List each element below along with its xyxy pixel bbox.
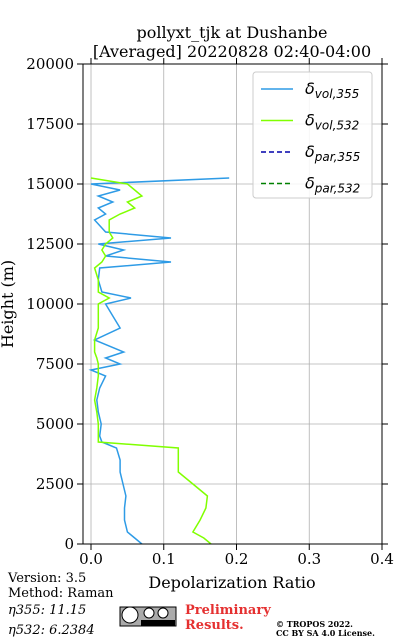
legend-label: δpar,532 (305, 174, 360, 196)
y-tick-label: 2500 (36, 475, 74, 493)
x-tick-label: 0.0 (79, 550, 103, 568)
x-tick-label: 0.4 (370, 550, 394, 568)
method: Method: Raman (8, 586, 114, 601)
plot-frame (82, 63, 383, 545)
y-tick-label: 5000 (36, 415, 74, 433)
y-tick-label: 12500 (26, 235, 74, 253)
copyright: © TROPOS 2022. (276, 619, 353, 629)
y-tick-label: 0 (64, 535, 74, 553)
x-tick-label: 0.2 (225, 550, 249, 568)
x-axis-label: Depolarization Ratio (148, 573, 315, 592)
x-tick-label: 0.3 (297, 550, 321, 568)
y-tick-label: 10000 (26, 295, 74, 313)
y-tick-label: 7500 (36, 355, 74, 373)
license: CC BY SA 4.0 License. (276, 628, 375, 638)
chart-subtitle: [Averaged] 20220828 02:40-04:00 (93, 42, 371, 61)
eta532: η532: 6.2384 (8, 623, 95, 638)
y-tick-label: 17500 (26, 115, 74, 133)
y-axis-label: Height (m) (0, 260, 17, 348)
legend-label: δvol,355 (305, 79, 359, 101)
x-tick-label: 0.1 (152, 550, 176, 568)
eta355: η355: 11.15 (8, 603, 86, 618)
version: Version: 3.5 (7, 571, 86, 586)
y-tick-label: 20000 (26, 55, 74, 73)
y-tick-label: 15000 (26, 175, 74, 193)
preliminary: Preliminary (185, 603, 271, 618)
legend-label: δpar,355 (305, 142, 360, 164)
legend-box (252, 71, 373, 199)
legend-label: δvol,532 (305, 111, 359, 133)
profile-line (90, 177, 212, 544)
preliminary: Results. (185, 618, 244, 633)
chart-title: pollyxt_tjk at Dushanbe (136, 23, 327, 42)
cc-icon (119, 606, 177, 627)
